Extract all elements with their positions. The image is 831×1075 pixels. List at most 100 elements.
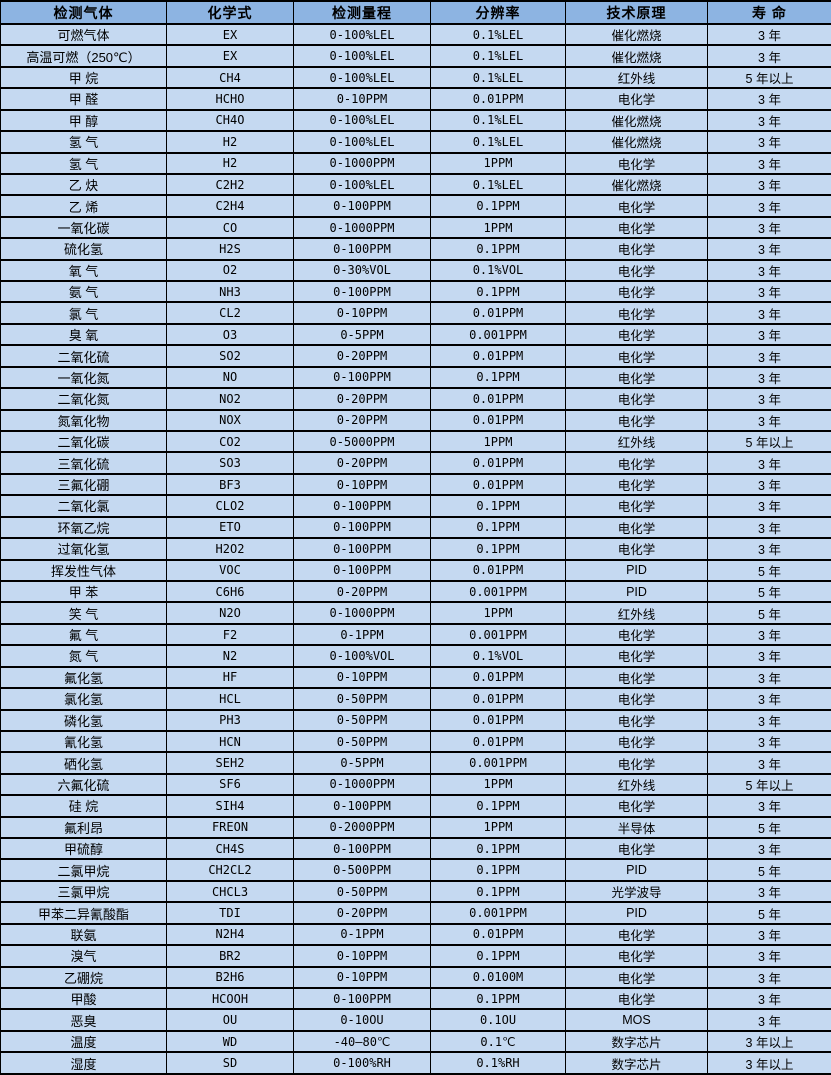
cell-resolution: 1PPM (430, 429, 566, 454)
cell-gas-name: 硒化氢 (0, 751, 167, 775)
cell-principle: PID (565, 579, 708, 604)
cell-range: 0-100%LEL (293, 44, 431, 68)
cell-principle: 半导体 (565, 815, 708, 840)
cell-formula: SF6 (166, 772, 294, 797)
cell-principle: 电化学 (565, 794, 708, 818)
table-row: 氟 气 F2 0-1PPM 0.001PPM 电化学 3 年 (0, 622, 831, 647)
cell-lifespan: 3 年 (707, 172, 831, 197)
cell-resolution: 0.1%LEL (430, 22, 566, 47)
cell-gas-name: 氨 气 (0, 280, 167, 304)
cell-gas-name: 甲酸 (0, 986, 167, 1011)
cell-principle: 电化学 (565, 708, 708, 732)
cell-lifespan: 3 年 (707, 22, 831, 47)
cell-resolution: 0.01PPM (430, 922, 566, 947)
table-body: 可燃气体 EX 0-100%LEL 0.1%LEL 催化燃烧 3 年高温可燃（250℃） E… (0, 22, 831, 1075)
cell-gas-name: 甲硫醇 (0, 837, 167, 861)
cell-resolution: 0.01PPM (430, 301, 566, 325)
cell-range: 0-10PPM (293, 472, 431, 497)
table-row: 氟化氢 HF 0-10PPM 0.01PPM 电化学 3 年 (0, 665, 831, 690)
cell-resolution: 0.1PPM (430, 494, 566, 518)
cell-formula: H2O2 (166, 537, 294, 561)
cell-formula: TDI (166, 901, 294, 925)
cell-gas-name: 高温可燃（250℃） (0, 44, 167, 68)
cell-formula: PH3 (166, 708, 294, 732)
cell-principle: 催化燃烧 (565, 172, 708, 197)
cell-gas-name: 湿度 (0, 1051, 167, 1075)
cell-principle: 电化学 (565, 729, 708, 754)
cell-range: 0-100PPM (293, 986, 431, 1011)
cell-principle: 电化学 (565, 151, 708, 175)
table-row: 甲 醇 CH4O 0-100%LEL 0.1%LEL 催化燃烧 3 年 (0, 108, 831, 133)
cell-gas-name: 二氧化氯 (0, 494, 167, 518)
table-row: 笑 气 N2O 0-1000PPM 1PPM 红外线 5 年 (0, 601, 831, 625)
cell-resolution: 0.001PPM (430, 622, 566, 647)
table-row: 氧 气 O2 0-30%VOL 0.1%VOL 电化学 3 年 (0, 258, 831, 283)
table-row: 二氧化碳 CO2 0-5000PPM 1PPM 红外线 5 年以上 (0, 429, 831, 454)
cell-resolution: 0.001PPM (430, 901, 566, 925)
cell-principle: 红外线 (565, 772, 708, 797)
cell-range: 0-100PPM (293, 365, 431, 390)
column-header-lifespan: 寿 命 (707, 0, 831, 25)
table-row: 可燃气体 EX 0-100%LEL 0.1%LEL 催化燃烧 3 年 (0, 22, 831, 47)
table-row: 三氟化硼 BF3 0-10PPM 0.01PPM 电化学 3 年 (0, 472, 831, 497)
cell-formula: SO3 (166, 451, 294, 475)
table-row: 氮 气 N2 0-100%VOL 0.1%VOL 电化学 3 年 (0, 644, 831, 668)
cell-formula: EX (166, 44, 294, 68)
cell-range: 0-20PPM (293, 408, 431, 433)
cell-lifespan: 3 年 (707, 258, 831, 283)
cell-gas-name: 可燃气体 (0, 22, 167, 47)
cell-resolution: 0.1%RH (430, 1051, 566, 1075)
table-row: 恶臭 OU 0-10OU 0.1OU MOS 3 年 (0, 1008, 831, 1032)
cell-resolution: 0.1PPM (430, 858, 566, 882)
table-row: 硅 烷 SIH4 0-100PPM 0.1PPM 电化学 3 年 (0, 794, 831, 818)
table-row: 一氧化碳 CO 0-1000PPM 1PPM 电化学 3 年 (0, 215, 831, 240)
cell-range: 0-100%LEL (293, 172, 431, 197)
cell-principle: 电化学 (565, 280, 708, 304)
cell-resolution: 1PPM (430, 151, 566, 175)
cell-lifespan: 3 年 (707, 451, 831, 475)
cell-range: 0-1000PPM (293, 215, 431, 240)
cell-resolution: 0.001PPM (430, 751, 566, 775)
cell-principle: 电化学 (565, 194, 708, 218)
cell-formula: CLO2 (166, 494, 294, 518)
cell-principle: 电化学 (565, 986, 708, 1011)
cell-resolution: 0.01PPM (430, 687, 566, 711)
cell-gas-name: 甲 醛 (0, 87, 167, 111)
cell-resolution: 0.001PPM (430, 322, 566, 347)
column-header-principle: 技术原理 (565, 0, 708, 25)
cell-resolution: 0.01PPM (430, 408, 566, 433)
cell-resolution: 0.1PPM (430, 837, 566, 861)
cell-resolution: 0.01PPM (430, 451, 566, 475)
table-row: 臭 氧 O3 0-5PPM 0.001PPM 电化学 3 年 (0, 322, 831, 347)
cell-range: 0-10PPM (293, 87, 431, 111)
cell-gas-name: 笑 气 (0, 601, 167, 625)
cell-principle: 电化学 (565, 622, 708, 647)
cell-range: 0-100PPM (293, 558, 431, 582)
table-row: 甲 醛 HCHO 0-10PPM 0.01PPM 电化学 3 年 (0, 87, 831, 111)
cell-gas-name: 六氟化硫 (0, 772, 167, 797)
cell-gas-name: 乙硼烷 (0, 965, 167, 990)
cell-formula: WD (166, 1029, 294, 1054)
cell-formula: SO2 (166, 344, 294, 368)
cell-formula: NH3 (166, 280, 294, 304)
cell-lifespan: 5 年 (707, 601, 831, 625)
cell-range: 0-1000PPM (293, 601, 431, 625)
cell-principle: 电化学 (565, 408, 708, 433)
cell-gas-name: 臭 氧 (0, 322, 167, 347)
cell-lifespan: 3 年 (707, 387, 831, 411)
cell-formula: CHCL3 (166, 879, 294, 904)
cell-lifespan: 3 年 (707, 986, 831, 1011)
cell-gas-name: 氰化氢 (0, 729, 167, 754)
cell-gas-name: 三氧化硫 (0, 451, 167, 475)
table-row: 氟利昂 FREON 0-2000PPM 1PPM 半导体 5 年 (0, 815, 831, 840)
cell-resolution: 0.1℃ (430, 1029, 566, 1054)
cell-principle: 催化燃烧 (565, 44, 708, 68)
table-row: 二氧化氮 NO2 0-20PPM 0.01PPM 电化学 3 年 (0, 387, 831, 411)
cell-range: 0-50PPM (293, 687, 431, 711)
table-row: 甲硫醇 CH4S 0-100PPM 0.1PPM 电化学 3 年 (0, 837, 831, 861)
cell-principle: 电化学 (565, 515, 708, 540)
cell-resolution: 0.01PPM (430, 558, 566, 582)
cell-lifespan: 3 年 (707, 687, 831, 711)
cell-range: 0-100%RH (293, 1051, 431, 1075)
cell-resolution: 1PPM (430, 815, 566, 840)
